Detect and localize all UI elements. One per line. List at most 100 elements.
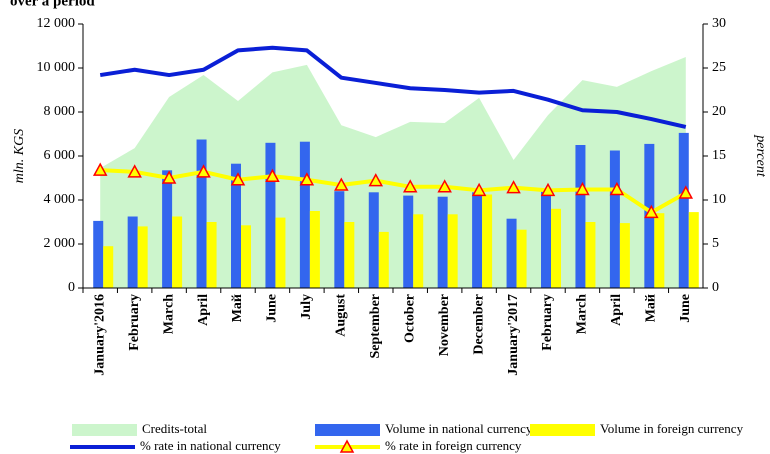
bar — [378, 231, 389, 288]
x-tick-label: March — [161, 294, 176, 334]
legend-marker — [339, 439, 355, 453]
y-tick-label: 2 000 — [44, 236, 76, 251]
x-tick-label: February — [127, 294, 142, 351]
bar — [162, 170, 173, 288]
x-tick-label: January'2016 — [92, 294, 107, 376]
bar — [206, 222, 217, 288]
y-tick-label: 4 000 — [44, 192, 76, 207]
bar — [403, 195, 414, 288]
x-tick-label: February — [540, 294, 555, 351]
marker — [127, 164, 142, 178]
legend-swatch — [315, 424, 380, 436]
y-tick-label: 6 000 — [44, 148, 76, 163]
bar — [447, 214, 458, 288]
bar — [275, 217, 286, 288]
y2-axis-label: percent — [753, 134, 768, 178]
bar — [93, 220, 104, 288]
bar — [678, 132, 689, 288]
bar — [265, 142, 276, 288]
legend-label: % rate in national currency — [140, 438, 281, 453]
x-tick-label: October — [402, 294, 417, 343]
marker — [678, 185, 694, 199]
x-tick-label: November — [437, 294, 452, 356]
y2-tick-label: 5 — [712, 236, 719, 251]
y2-tick-label: 30 — [712, 16, 726, 31]
bar — [299, 141, 310, 288]
bar — [482, 194, 493, 288]
marker — [161, 170, 177, 184]
bar — [368, 192, 379, 288]
bar — [231, 163, 241, 288]
marker — [230, 172, 246, 186]
bar — [127, 216, 138, 288]
x-tick-label: January'2017 — [506, 294, 521, 376]
marker — [644, 204, 659, 219]
x-tick-label: December — [471, 294, 486, 355]
y-tick-label: 8 000 — [44, 104, 76, 119]
y2-tick-label: 15 — [712, 148, 726, 163]
marker — [402, 179, 418, 193]
marker — [368, 173, 384, 187]
bar — [516, 229, 527, 288]
y-tick-label: 0 — [68, 280, 75, 295]
bar — [609, 150, 620, 288]
y2-tick-label: 10 — [712, 192, 726, 207]
marker — [506, 180, 521, 194]
y2-tick-label: 25 — [712, 60, 726, 75]
bar — [309, 211, 320, 288]
bar — [344, 222, 355, 288]
bar — [585, 222, 596, 288]
legend-swatch — [72, 424, 137, 436]
y-axis-label: mln. KGS — [12, 129, 27, 183]
x-tick-label: April — [196, 294, 211, 326]
bar — [472, 192, 483, 288]
y-tick-label: 10 000 — [37, 60, 76, 75]
chart-title: over a period — [10, 0, 95, 9]
legend-label: % rate in foreign currency — [385, 438, 522, 453]
marker — [265, 168, 280, 182]
bar — [654, 213, 665, 288]
bar — [334, 191, 345, 288]
bar — [196, 139, 207, 288]
bar — [437, 196, 448, 288]
bar — [506, 218, 517, 288]
legend-swatch — [530, 424, 595, 436]
area — [100, 57, 686, 288]
marker — [196, 164, 211, 178]
legend-label: Credits-total — [142, 421, 207, 436]
x-tick-label: Май — [644, 294, 659, 322]
line — [99, 45, 687, 129]
x-tick-label: March — [575, 294, 590, 334]
bar — [172, 216, 183, 288]
marker — [575, 181, 590, 196]
marker — [437, 179, 452, 193]
legend-label: Volume in foreign currency — [600, 421, 744, 436]
x-tick-label: June — [265, 294, 280, 323]
marker — [540, 182, 556, 197]
bar — [688, 212, 699, 288]
x-tick-label: Май — [230, 294, 245, 322]
line — [100, 168, 687, 215]
bar — [413, 214, 424, 288]
x-tick-label: July — [299, 294, 314, 320]
y-tick-label: 12 000 — [37, 16, 76, 31]
marker — [92, 162, 108, 176]
bar — [541, 190, 551, 288]
marker — [471, 182, 487, 197]
x-tick-label: August — [334, 294, 349, 337]
bar — [619, 223, 630, 288]
marker — [299, 172, 315, 186]
bar — [241, 225, 251, 288]
marker — [609, 181, 625, 196]
y2-tick-label: 0 — [712, 280, 719, 295]
y2-tick-label: 20 — [712, 104, 726, 119]
legend-label: Volume in national currency — [385, 421, 533, 436]
x-tick-label: April — [609, 294, 624, 326]
x-tick-label: September — [368, 294, 383, 359]
bar — [575, 145, 586, 288]
bar — [551, 208, 561, 288]
x-tick-label: June — [678, 294, 693, 323]
bar — [137, 226, 148, 288]
bar — [103, 246, 114, 288]
